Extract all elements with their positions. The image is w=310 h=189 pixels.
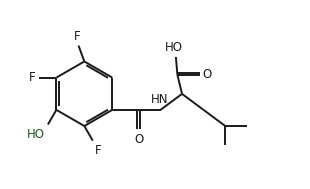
Text: F: F <box>29 71 35 84</box>
Text: F: F <box>95 144 102 157</box>
Text: O: O <box>203 68 212 81</box>
Text: F: F <box>73 29 80 43</box>
Text: HN: HN <box>151 93 169 106</box>
Text: O: O <box>134 133 143 146</box>
Text: HO: HO <box>27 128 45 141</box>
Text: HO: HO <box>165 41 183 54</box>
